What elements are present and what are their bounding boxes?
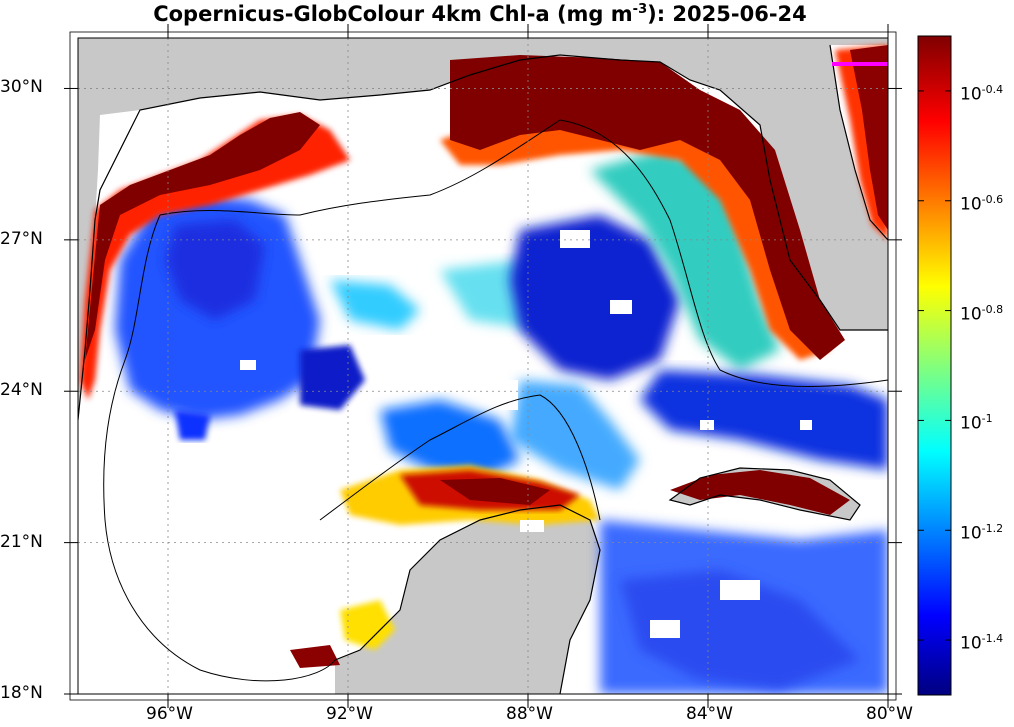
lon-tick-label: 88°W (506, 704, 553, 724)
coastal-bloom (80, 45, 888, 515)
cuba-coast (668, 467, 861, 521)
lat-tick-label: 21°N (0, 531, 43, 552)
yucatan-coast (334, 504, 601, 694)
colorbar-tick-label: 10-1 (960, 412, 993, 435)
lat-tick-label: 30°N (0, 77, 43, 98)
title-prefix: Copernicus-GlobColour 4km Chl-a (mg m (153, 2, 633, 26)
cloud-gaps (240, 230, 812, 638)
colorbar-ticks (918, 90, 951, 641)
florida-east-coast (829, 44, 888, 241)
colorbar-tick-label: 10-0.8 (960, 302, 1004, 325)
chl-patches (115, 150, 888, 694)
west-contour (103, 214, 336, 682)
title-exponent: -3 (632, 2, 648, 17)
colorbar-tick-label: 10-0.4 (960, 82, 1004, 105)
colorbar-tick-label: 10-1.4 (960, 632, 1004, 654)
graticule (78, 38, 888, 694)
lon-tick-label: 92°W (326, 704, 373, 724)
lat-tick-label: 27°N (0, 228, 43, 249)
map-frame-inner (69, 31, 897, 701)
axis-ticks (64, 24, 902, 708)
lat-tick-label: 18°N (0, 683, 43, 703)
colorbar-tick-label: 10-1.2 (960, 522, 1004, 544)
campeche-contour (319, 394, 601, 521)
colorbar-tick-label: 10-0.6 (960, 192, 1004, 215)
colorbar (917, 35, 952, 696)
lat-tick-label: 24°N (0, 380, 43, 401)
title-suffix: ): 2025-06-24 (647, 2, 807, 26)
map-frame (77, 37, 889, 695)
lon-tick-label: 84°W (686, 704, 733, 724)
map-title: Copernicus-GlobColour 4km Chl-a (mg m-3)… (0, 2, 960, 26)
coastline (78, 54, 888, 421)
yucatan-land (335, 505, 600, 694)
lon-tick-label: 80°W (866, 704, 913, 724)
lon-tick-label: 96°W (146, 704, 193, 724)
shelf-contour (159, 119, 888, 388)
